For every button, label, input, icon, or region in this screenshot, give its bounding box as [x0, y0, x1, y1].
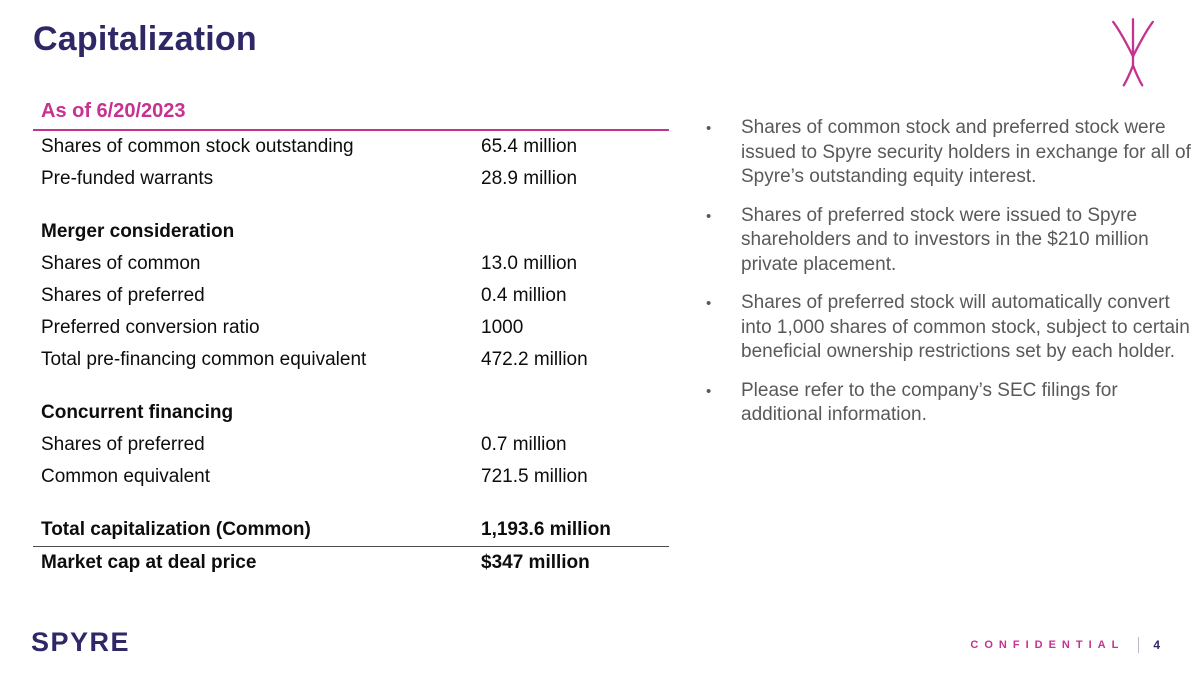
row-value: 0.7 million — [481, 434, 567, 455]
table-row: Shares of common 13.0 million — [33, 248, 669, 280]
table-row: Merger consideration — [33, 216, 669, 248]
row-value: 472.2 million — [481, 349, 588, 370]
table-row: Total capitalization (Common) 1,193.6 mil… — [33, 514, 669, 547]
table-row: Total pre-financing common equivalent 472… — [33, 344, 669, 376]
row-label: Shares of common — [41, 253, 201, 274]
table-row: Concurrent financing — [33, 397, 669, 429]
table-row: Shares of common stock outstanding 65.4 m… — [33, 131, 669, 163]
page-title: Capitalization — [33, 20, 257, 58]
table-spacer — [33, 376, 669, 397]
row-value: 65.4 million — [481, 136, 578, 157]
bullet-marker: • — [706, 120, 712, 137]
row-value: 1,193.6 million — [481, 519, 611, 540]
bullet-text: Shares of common stock and preferred sto… — [741, 117, 1191, 187]
footer-right: CONFIDENTIAL 4 — [970, 637, 1160, 653]
table-row: Shares of preferred 0.7 million — [33, 429, 669, 461]
bullet-text: Shares of preferred stock were issued to… — [741, 204, 1149, 275]
row-value: $347 million — [481, 552, 590, 573]
row-label: Market cap at deal price — [41, 552, 257, 573]
row-label: Shares of common stock outstanding — [41, 136, 354, 157]
table-row: Preferred conversion ratio 1000 — [33, 312, 669, 344]
table-row: Pre-funded warrants 28.9 million — [33, 163, 669, 195]
row-label: Merger consideration — [41, 221, 235, 242]
row-label: Common equivalent — [41, 466, 210, 487]
bullet-text: Please refer to the company’s SEC filing… — [741, 379, 1118, 426]
row-label: Concurrent financing — [41, 402, 234, 423]
table-spacer — [33, 195, 669, 216]
row-value: 1000 — [481, 317, 524, 338]
row-value: 13.0 million — [481, 253, 578, 274]
bullet-marker: • — [706, 207, 712, 225]
row-value: 721.5 million — [481, 466, 588, 487]
bullet-item: • Shares of preferred stock were issued t… — [703, 204, 1195, 278]
row-label: Total pre-financing common equivalent — [41, 349, 367, 370]
capitalization-table: As of 6/20/2023 Shares of common stock o… — [33, 100, 669, 579]
row-label: Shares of preferred — [41, 285, 205, 306]
row-label: Total capitalization (Common) — [41, 519, 311, 540]
bullet-item: • Please refer to the company’s SEC filin… — [703, 379, 1195, 428]
row-label: Shares of preferred — [41, 434, 205, 455]
bullet-marker: • — [706, 382, 712, 400]
row-value: 28.9 million — [481, 168, 578, 189]
row-label: Pre-funded warrants — [41, 168, 214, 189]
table-row: Shares of preferred 0.4 million — [33, 280, 669, 312]
row-value: 0.4 million — [481, 285, 567, 306]
bullet-text: Shares of preferred stock will automatic… — [741, 292, 1190, 362]
brand-wordmark: SPYRE — [31, 627, 131, 657]
table-spacer — [33, 493, 669, 514]
capitalization-table-rows: Shares of common stock outstanding 65.4 m… — [33, 131, 669, 579]
confidential-label: CONFIDENTIAL — [970, 639, 1125, 651]
bullet-marker: • — [706, 295, 712, 312]
page-number: 4 — [1153, 638, 1160, 652]
row-label: Preferred conversion ratio — [41, 317, 260, 338]
bullet-item: • Shares of common stock and preferred st… — [703, 116, 1195, 190]
bullet-item: • Shares of preferred stock will automati… — [703, 291, 1195, 365]
table-header: As of 6/20/2023 — [33, 100, 669, 131]
notes-bullet-list: • Shares of common stock and preferred st… — [703, 116, 1195, 442]
spyre-logo-icon — [1100, 16, 1166, 95]
footer-divider — [1138, 637, 1140, 653]
table-row: Common equivalent 721.5 million — [33, 461, 669, 493]
table-row: Market cap at deal price $347 million — [33, 547, 669, 579]
